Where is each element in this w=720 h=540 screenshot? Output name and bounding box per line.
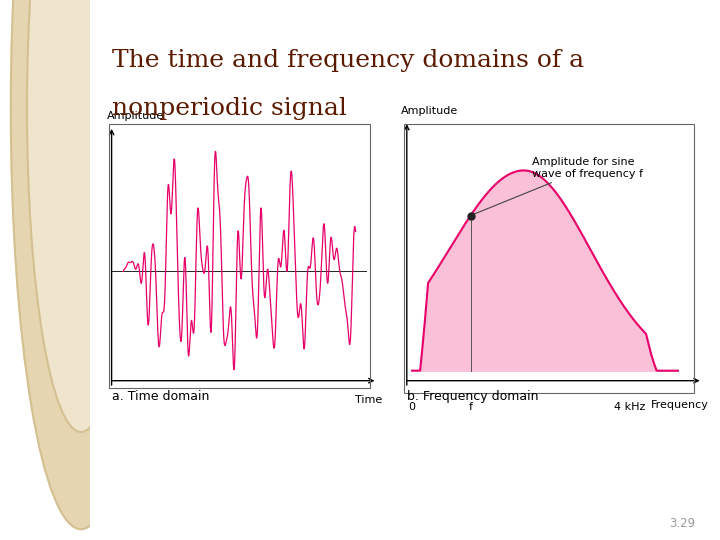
Text: Amplitude: Amplitude [401, 106, 459, 117]
Text: b. Frequency domain: b. Frequency domain [407, 390, 539, 403]
Circle shape [11, 0, 151, 529]
Text: 3.29: 3.29 [669, 517, 695, 530]
Text: Amplitude for sine
wave of frequency f: Amplitude for sine wave of frequency f [473, 157, 643, 214]
Text: a. Time domain: a. Time domain [112, 390, 209, 403]
Text: 0: 0 [409, 402, 415, 413]
Text: nonperiodic signal: nonperiodic signal [112, 97, 346, 120]
Text: Time: Time [355, 395, 382, 405]
Text: 4 kHz: 4 kHz [614, 402, 646, 413]
Text: f: f [469, 402, 472, 413]
Text: The time and frequency domains of a: The time and frequency domains of a [112, 49, 584, 72]
Text: Frequency: Frequency [650, 400, 708, 410]
Text: Amplitude: Amplitude [107, 111, 163, 121]
Circle shape [27, 0, 135, 432]
